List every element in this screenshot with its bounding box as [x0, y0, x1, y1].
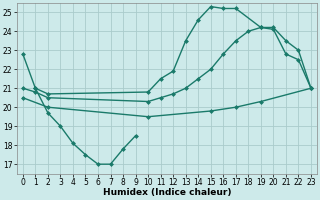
X-axis label: Humidex (Indice chaleur): Humidex (Indice chaleur) — [103, 188, 231, 197]
